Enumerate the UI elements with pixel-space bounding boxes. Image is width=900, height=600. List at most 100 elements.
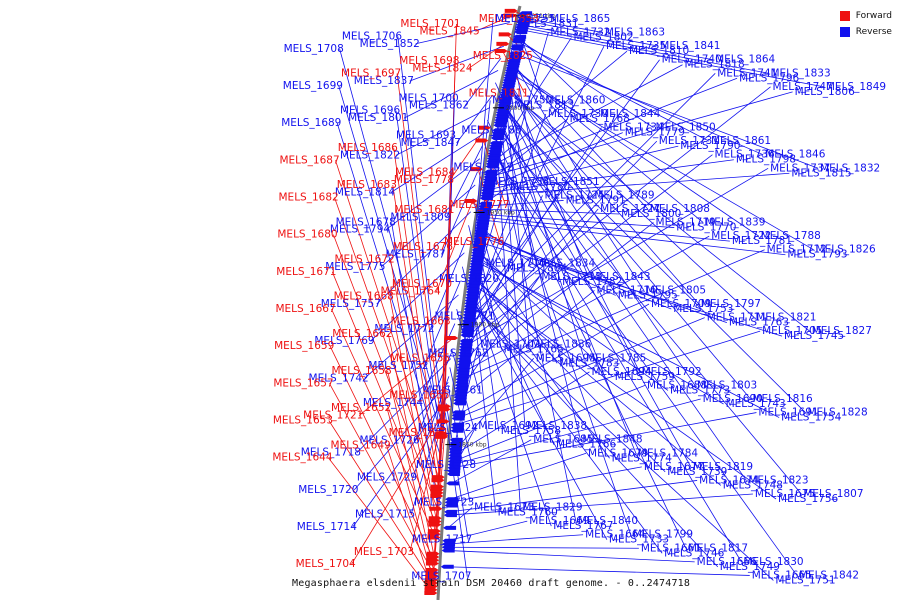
gene-label[interactable]: MELS_1850 — [656, 122, 716, 134]
gene-label[interactable]: MELS_1789 — [594, 189, 654, 201]
gene-label[interactable]: MELS_1752 — [368, 360, 428, 372]
gene-label[interactable]: MELS_1765 — [504, 344, 564, 356]
gene-label[interactable]: MELS_1840 — [578, 515, 638, 527]
gene-label[interactable]: MELS_1817 — [688, 542, 748, 554]
gene-label[interactable]: MELS_1794 — [330, 224, 390, 236]
gene-label[interactable]: MELS_1829 — [522, 502, 582, 514]
gene-label[interactable]: MELS_1733 — [609, 534, 669, 546]
gene-label[interactable]: MELS_1795 — [618, 289, 678, 301]
gene-label[interactable]: MELS_1758 — [501, 425, 561, 437]
gene-label[interactable]: MELS_1702 — [480, 339, 540, 351]
gene-label[interactable]: MELS_1828 — [807, 407, 867, 419]
gene-label[interactable]: MELS_1719 — [656, 217, 716, 229]
gene-label[interactable]: MELS_1726 — [359, 434, 419, 446]
gene-label[interactable]: MELS_1668 — [334, 291, 394, 303]
gene-label[interactable]: MELS_1825 — [473, 50, 533, 62]
gene-label[interactable]: MELS_1651 — [389, 427, 449, 439]
gene-label[interactable]: MELS_1806 — [795, 86, 855, 98]
gene-label[interactable]: MELS_1736 — [714, 149, 774, 161]
gene-label[interactable]: MELS_1845 — [419, 25, 479, 37]
gene-label[interactable]: MELS_1756 — [778, 493, 838, 505]
gene-label[interactable]: MELS_1723 — [414, 496, 474, 508]
gene-label[interactable]: MELS_1727 — [600, 203, 660, 215]
gene-label[interactable]: MELS_1673 — [474, 502, 534, 514]
gene-label[interactable]: MELS_1766 — [556, 439, 616, 451]
gene-label[interactable]: MELS_1785 — [586, 352, 646, 364]
gene-label[interactable]: MELS_1793 — [787, 249, 847, 261]
gene-label[interactable]: MELS_1820 — [439, 273, 499, 285]
gene-label[interactable]: MELS_1703 — [354, 546, 414, 558]
gene-label[interactable]: MELS_1682 — [279, 191, 339, 203]
gene-label[interactable]: MELS_1680 — [277, 229, 337, 241]
gene-label[interactable]: MELS_1747 — [773, 81, 833, 93]
gene-label[interactable]: MELS_1831 — [518, 18, 578, 30]
gene-label[interactable]: MELS_1822 — [340, 149, 400, 161]
gene-label[interactable]: MELS_1724 — [418, 422, 478, 434]
gene-label[interactable]: MELS_1773 — [670, 384, 730, 396]
gene-label[interactable]: MELS_1743 — [726, 398, 786, 410]
gene-label[interactable]: MELS_1837 — [354, 75, 414, 87]
gene-label[interactable]: MELS_1833 — [770, 67, 830, 79]
gene-label[interactable]: MELS_1863 — [605, 27, 665, 39]
gene-label[interactable]: MELS_1740 — [662, 54, 722, 66]
gene-label[interactable]: MELS_1775 — [325, 261, 385, 273]
gene-label[interactable]: MELS_1864 — [715, 54, 775, 66]
gene-label[interactable]: MELS_1781 — [732, 235, 792, 247]
gene-label[interactable]: MELS_1844 — [600, 108, 660, 120]
gene-label[interactable]: MELS_1678 — [336, 216, 396, 228]
gene-label[interactable]: MELS_1848 — [582, 434, 642, 446]
gene-label[interactable]: MELS_1658 — [332, 365, 392, 377]
gene-label[interactable]: MELS_1696 — [340, 105, 400, 117]
gene-label[interactable]: MELS_1652 — [331, 402, 391, 414]
gene-label[interactable]: MELS_1754 — [781, 412, 841, 424]
gene-label[interactable]: MELS_1730 — [548, 108, 608, 120]
gene-label[interactable]: MELS_1777 — [449, 199, 509, 211]
gene-label[interactable]: MELS_1721 — [303, 410, 363, 422]
gene-label[interactable]: MELS_1698 — [399, 55, 459, 67]
gene-label[interactable]: MELS_1679 — [588, 447, 648, 459]
gene-label[interactable]: MELS_1824 — [412, 63, 472, 75]
gene-label[interactable]: MELS_1711 — [707, 312, 767, 324]
gene-label[interactable]: MELS_1780 — [510, 181, 570, 193]
gene-label[interactable]: MELS_1842 — [799, 569, 859, 581]
gene-label[interactable]: MELS_1716 — [596, 284, 656, 296]
gene-label[interactable]: MELS_1823 — [748, 474, 808, 486]
gene-label[interactable]: MELS_1704 — [296, 558, 356, 570]
gene-label[interactable]: MELS_1865 — [550, 13, 610, 25]
gene-label[interactable]: MELS_1655 — [390, 353, 450, 365]
gene-label[interactable]: MELS_1834 — [535, 257, 595, 269]
gene-label[interactable]: MELS_1815 — [791, 167, 851, 179]
gene-label[interactable]: MELS_1700 — [399, 92, 459, 104]
gene-label[interactable]: MELS_1725 — [544, 189, 604, 201]
gene-label[interactable]: MELS_1821 — [756, 312, 816, 324]
gene-label[interactable]: MELS_1687 — [279, 154, 339, 166]
gene-label[interactable]: MELS_1774 — [612, 452, 672, 464]
gene-label[interactable]: MELS_1656 — [389, 390, 449, 402]
gene-label[interactable]: MELS_1691 — [758, 407, 818, 419]
gene-label[interactable]: MELS_1852 — [360, 38, 420, 50]
gene-label[interactable]: MELS_1770 — [676, 222, 736, 234]
gene-label[interactable]: MELS_1717 — [412, 533, 472, 545]
gene-label[interactable]: MELS_1699 — [283, 80, 343, 92]
gene-label[interactable]: MELS_1677 — [644, 461, 704, 473]
gene-label[interactable]: MELS_1713 — [541, 271, 601, 283]
gene-label[interactable]: MELS_1811 — [469, 87, 529, 99]
gene-label[interactable]: MELS_1796 — [739, 72, 799, 84]
gene-label[interactable]: MELS_1792 — [642, 366, 702, 378]
gene-label[interactable]: MELS_1707 — [411, 571, 471, 583]
gene-label[interactable]: MELS_1779 — [625, 127, 685, 139]
gene-label[interactable]: MELS_1791 — [566, 194, 626, 206]
gene-label[interactable]: MELS_1675 — [755, 488, 815, 500]
gene-label[interactable]: MELS_1742 — [309, 372, 369, 384]
gene-label[interactable]: MELS_1745 — [784, 330, 844, 342]
gene-label[interactable]: MELS_1738 — [489, 176, 549, 188]
gene-label[interactable]: MELS_1695 — [536, 352, 596, 364]
gene-label[interactable]: MELS_1768 — [570, 113, 630, 125]
gene-label[interactable]: MELS_1663 — [390, 315, 450, 327]
gene-label[interactable]: MELS_1818 — [684, 59, 744, 71]
gene-label[interactable]: MELS_1697 — [341, 68, 401, 80]
gene-label[interactable]: MELS_1710 — [486, 257, 546, 269]
gene-label[interactable]: MELS_1776 — [444, 236, 504, 248]
gene-label[interactable]: MELS_1862 — [409, 100, 469, 112]
gene-label[interactable]: MELS_1827 — [812, 325, 872, 337]
